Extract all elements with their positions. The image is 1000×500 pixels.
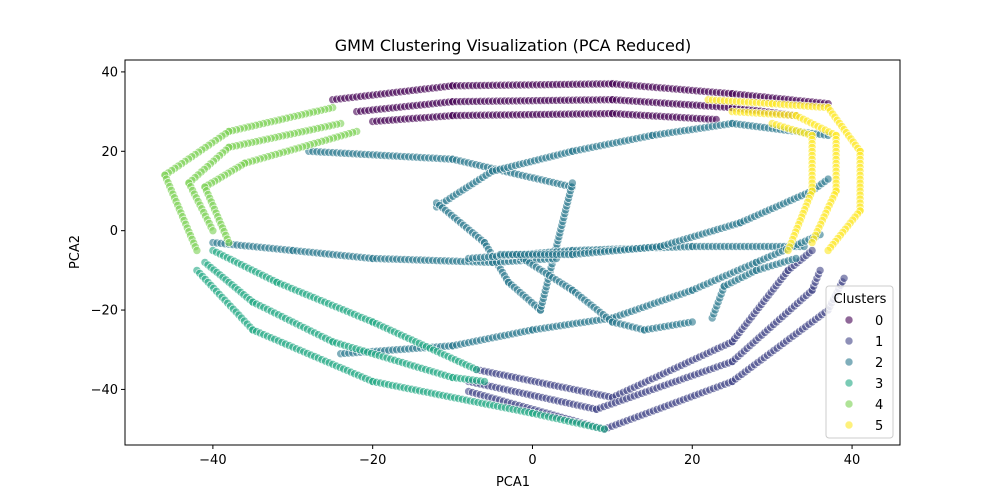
- data-point: [839, 273, 849, 283]
- data-point: [568, 178, 577, 188]
- legend-label-5: 5: [875, 419, 883, 434]
- legend-marker-3: [844, 378, 854, 388]
- data-point: [815, 266, 825, 275]
- legend-marker-4: [844, 399, 854, 409]
- legend-label-1: 1: [875, 335, 883, 350]
- x-tick-label: 20: [684, 453, 701, 468]
- legend-marker-5: [844, 420, 854, 430]
- data-point: [480, 377, 489, 386]
- legend-label-3: 3: [875, 377, 883, 392]
- series-2-points: [208, 119, 833, 359]
- legend-marker-1: [844, 336, 854, 346]
- x-tick-label: −20: [359, 453, 386, 468]
- x-axis-ticks: −40 −20 0 20 40: [199, 445, 860, 468]
- data-point: [791, 254, 801, 263]
- y-tick-label: −40: [91, 383, 118, 398]
- legend-marker-0: [844, 315, 854, 325]
- data-point: [823, 174, 833, 184]
- plot-points: [160, 79, 865, 434]
- data-point: [783, 246, 793, 255]
- x-tick-label: 0: [528, 453, 536, 468]
- series-1-points: [464, 246, 849, 434]
- y-axis-ticks: −40 −20 0 20 40: [91, 65, 125, 398]
- data-point: [807, 238, 817, 247]
- y-tick-label: 0: [110, 224, 118, 239]
- data-point: [472, 365, 481, 374]
- x-axis-label: PCA1: [496, 475, 530, 490]
- legend: Clusters 0 1 2 3 4 5: [825, 285, 894, 439]
- data-point: [823, 246, 833, 255]
- data-point: [208, 226, 218, 235]
- data-point: [224, 238, 234, 247]
- chart-title: GMM Clustering Visualization (PCA Reduce…: [335, 36, 692, 55]
- data-point: [687, 317, 697, 327]
- legend-label-4: 4: [875, 398, 883, 413]
- legend-label-0: 0: [875, 314, 883, 329]
- legend-box: [825, 285, 894, 439]
- x-tick-label: −40: [199, 453, 226, 468]
- y-tick-label: −20: [91, 304, 118, 319]
- y-axis-label: PCA2: [68, 235, 83, 269]
- y-tick-label: 20: [101, 145, 118, 160]
- series-3-points: [192, 246, 609, 434]
- series-4-points: [160, 103, 362, 255]
- plot-frame: [124, 59, 901, 446]
- legend-marker-2: [844, 357, 854, 367]
- x-tick-label: 40: [844, 453, 861, 468]
- legend-title: Clusters: [834, 292, 887, 307]
- data-point: [600, 424, 609, 434]
- series-5-points: [703, 95, 865, 255]
- data-point: [807, 246, 817, 255]
- data-point: [192, 246, 202, 255]
- legend-label-2: 2: [875, 356, 883, 371]
- y-tick-label: 40: [101, 65, 118, 80]
